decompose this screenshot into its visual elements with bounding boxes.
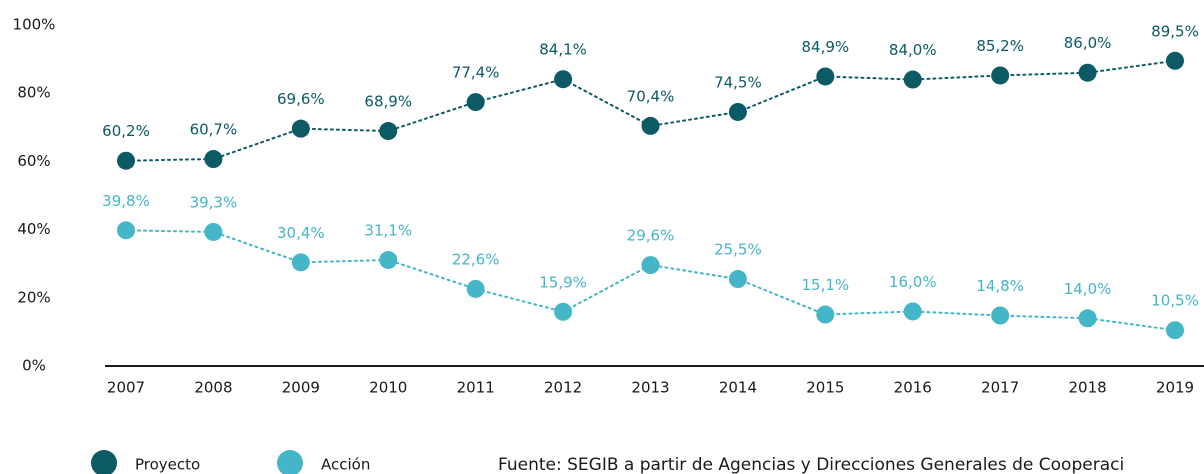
- x-tick-label: 2013: [631, 379, 669, 397]
- data-point: [117, 151, 135, 170]
- x-tick-label: 2017: [981, 379, 1019, 397]
- data-point: [1078, 63, 1097, 82]
- data-label: 86,0%: [1064, 34, 1112, 52]
- data-label: 68,9%: [364, 93, 412, 111]
- data-label: 70,4%: [627, 87, 675, 105]
- data-label: 15,9%: [539, 273, 587, 291]
- data-label: 39,3%: [190, 193, 238, 211]
- legend-label: Proyecto: [135, 456, 200, 474]
- data-label: 60,7%: [190, 121, 238, 139]
- x-tick-label: 2015: [806, 379, 844, 397]
- data-point: [379, 122, 398, 141]
- x-tick-label: 2009: [282, 379, 320, 397]
- data-point: [903, 70, 922, 89]
- data-point: [903, 302, 922, 321]
- legend-swatch: [277, 450, 303, 474]
- x-tick-label: 2018: [1068, 379, 1106, 397]
- data-label: 22,6%: [452, 250, 500, 268]
- data-label: 14,0%: [1064, 280, 1112, 298]
- y-tick-label: 40%: [17, 220, 50, 238]
- data-point: [204, 150, 223, 169]
- data-label: 39,8%: [102, 192, 150, 210]
- data-label: 60,2%: [102, 122, 150, 140]
- data-label: 10,5%: [1151, 292, 1199, 310]
- data-point: [816, 305, 835, 324]
- data-label: 84,0%: [889, 41, 937, 59]
- y-tick-label: 20%: [17, 288, 50, 306]
- data-label: 29,6%: [627, 227, 675, 245]
- data-point: [291, 253, 310, 272]
- data-point: [816, 67, 835, 86]
- data-point: [641, 256, 660, 275]
- data-label: 84,9%: [802, 38, 850, 56]
- data-point: [728, 270, 747, 289]
- data-label: 25,5%: [714, 241, 762, 259]
- data-label: 74,5%: [714, 73, 762, 91]
- data-point: [1078, 309, 1097, 328]
- data-point: [291, 119, 310, 138]
- data-point: [117, 221, 135, 240]
- data-point: [641, 116, 660, 135]
- x-tick-label: 2014: [719, 379, 757, 397]
- data-label: 84,1%: [539, 41, 587, 59]
- data-point: [991, 306, 1010, 325]
- data-point: [728, 102, 747, 121]
- data-point: [1166, 51, 1184, 70]
- legend-label: Acción: [321, 456, 370, 474]
- x-tick-label: 2012: [544, 379, 582, 397]
- x-tick-label: 2011: [457, 379, 495, 397]
- data-label: 30,4%: [277, 224, 325, 242]
- legend-swatch: [91, 450, 117, 474]
- y-tick-label: 60%: [17, 152, 50, 170]
- data-label: 77,4%: [452, 64, 500, 82]
- series-line: [125, 59, 1176, 162]
- data-label: 85,2%: [976, 37, 1024, 55]
- data-label: 16,0%: [889, 273, 937, 291]
- data-point: [466, 93, 485, 112]
- x-tick-label: 2016: [894, 379, 932, 397]
- data-point: [466, 279, 485, 298]
- data-label: 69,6%: [277, 90, 325, 108]
- data-label: 15,1%: [802, 276, 850, 294]
- y-tick-label: 0%: [22, 357, 46, 375]
- data-point: [204, 222, 223, 241]
- data-label: 89,5%: [1151, 22, 1199, 40]
- data-label: 31,1%: [364, 221, 412, 239]
- x-tick-label: 2007: [107, 379, 145, 397]
- x-tick-label: 2008: [194, 379, 232, 397]
- data-label: 14,8%: [976, 277, 1024, 295]
- x-tick-label: 2010: [369, 379, 407, 397]
- y-tick-label: 100%: [13, 16, 56, 34]
- x-tick-label: 2019: [1156, 379, 1194, 397]
- y-tick-label: 80%: [17, 84, 50, 102]
- data-point: [1166, 321, 1184, 340]
- data-point: [554, 70, 573, 89]
- data-point: [554, 302, 573, 321]
- source-note: Fuente: SEGIB a partir de Agencias y Dir…: [498, 455, 1124, 474]
- data-point: [991, 66, 1010, 85]
- data-point: [379, 250, 398, 269]
